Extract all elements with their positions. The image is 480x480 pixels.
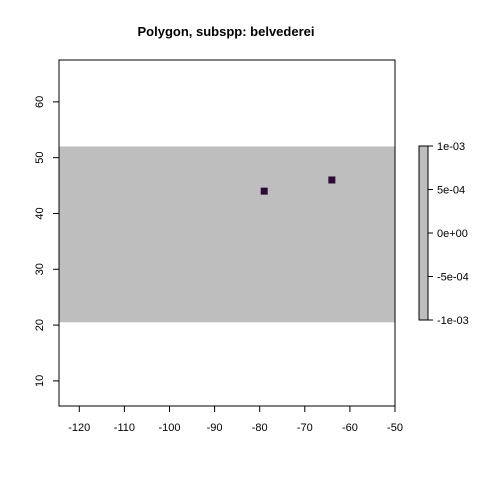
x-tick-label: -100: [158, 422, 180, 434]
x-tick-label: -110: [114, 422, 135, 434]
y-tick-label: 60: [34, 96, 46, 108]
x-tick-label: -60: [342, 422, 358, 434]
y-tick-label: 10: [34, 375, 46, 387]
legend-tick-label: -5e-04: [437, 272, 469, 284]
data-cell-0: [260, 187, 268, 195]
y-tick-label: 20: [34, 319, 46, 331]
legend-tick-label: 0e+00: [437, 228, 468, 240]
raster-band: [59, 146, 395, 323]
x-tick-label: -70: [297, 422, 313, 434]
legend-tick-label: -1e-03: [437, 315, 469, 327]
data-cell-1: [328, 176, 336, 184]
y-tick-label: 40: [34, 207, 46, 219]
legend-tick-label: 1e-03: [437, 141, 465, 153]
x-tick-label: -90: [207, 422, 223, 434]
legend-colorbar: [418, 145, 429, 321]
legend-tick-label: 5e-04: [437, 185, 465, 197]
plot-title: Polygon, subspp: belvederei: [138, 24, 315, 39]
y-tick-label: 50: [34, 152, 46, 164]
x-tick-label: -50: [387, 422, 403, 434]
x-tick-label: -80: [252, 422, 268, 434]
y-tick-label: 30: [34, 263, 46, 275]
x-tick-label: -120: [68, 422, 90, 434]
